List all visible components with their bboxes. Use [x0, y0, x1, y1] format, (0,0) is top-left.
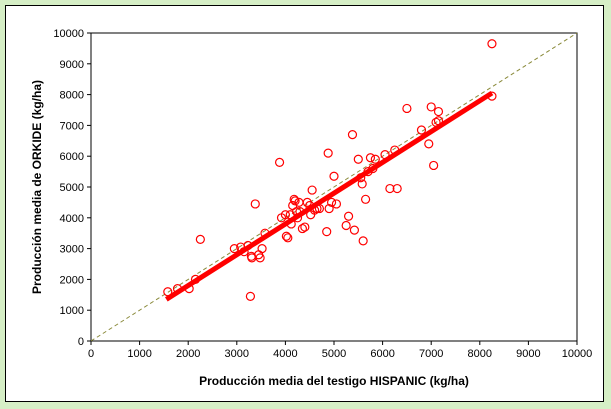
- x-tick-label: 4000: [273, 348, 297, 360]
- x-tick-label: 1000: [127, 348, 151, 360]
- regression-line: [164, 90, 494, 302]
- y-tick-label: 7000: [60, 120, 84, 132]
- data-point: [324, 203, 334, 214]
- data-point: [290, 196, 300, 206]
- data-point: [195, 234, 205, 244]
- data-point: [365, 153, 376, 163]
- data-point: [380, 150, 390, 160]
- y-tick-label: 3000: [60, 244, 84, 256]
- data-point: [281, 231, 291, 241]
- data-point: [487, 39, 497, 49]
- y-tick-label: 5000: [60, 182, 84, 194]
- data-point: [368, 163, 378, 174]
- data-point: [184, 284, 194, 294]
- x-tick-label: 9000: [516, 348, 540, 360]
- x-tick-label: 2000: [176, 348, 200, 360]
- data-point: [402, 103, 412, 114]
- x-tick-label: 8000: [468, 348, 492, 360]
- data-point: [424, 139, 434, 149]
- data-point: [357, 179, 367, 189]
- x-tick-label: 3000: [225, 348, 249, 360]
- data-point: [343, 211, 354, 221]
- data-point: [326, 197, 337, 207]
- data-point: [385, 183, 395, 194]
- data-point: [280, 210, 290, 220]
- x-axis-title: Producción media del testigo HISPANIC (k…: [199, 374, 469, 388]
- data-point: [341, 220, 351, 231]
- data-point: [286, 219, 296, 229]
- data-point: [358, 236, 368, 246]
- data-point: [307, 185, 317, 195]
- reference-line: [90, 32, 578, 342]
- data-point: [297, 223, 308, 234]
- data-point: [245, 291, 256, 301]
- data-point: [370, 154, 380, 164]
- data-point: [243, 240, 253, 251]
- x-tick-label: 7000: [419, 348, 443, 360]
- data-point: [312, 203, 322, 214]
- data-point: [392, 183, 402, 194]
- data-point: [257, 244, 267, 254]
- data-point: [431, 117, 441, 127]
- data-point: [302, 197, 312, 207]
- data-point: [163, 287, 173, 297]
- data-point: [433, 106, 444, 117]
- data-point: [295, 207, 305, 217]
- data-point: [291, 207, 302, 217]
- x-tick-label: 6000: [370, 348, 394, 360]
- data-point: [255, 253, 265, 263]
- data-point: [360, 194, 371, 204]
- data-point: [300, 222, 310, 232]
- y-tick-label: 6000: [60, 151, 84, 163]
- data-point: [487, 91, 497, 101]
- data-point: [429, 160, 439, 171]
- data-point: [363, 167, 373, 177]
- y-tick-label: 4000: [60, 213, 84, 225]
- data-point: [390, 145, 400, 155]
- data-point: [323, 148, 333, 158]
- data-point: [426, 102, 436, 112]
- data-point: [289, 194, 299, 204]
- data-point: [349, 225, 360, 235]
- data-point: [250, 199, 260, 209]
- data-point: [314, 203, 325, 214]
- x-tick-label: 0: [88, 348, 94, 360]
- y-tick-label: 8000: [60, 90, 84, 102]
- data-point: [309, 205, 320, 215]
- data-point: [229, 244, 239, 254]
- y-tick-label: 9000: [60, 59, 84, 71]
- y-tick-label: 0: [78, 336, 84, 348]
- data-point: [433, 116, 444, 126]
- data-point: [356, 173, 366, 183]
- data-point: [353, 154, 363, 164]
- data-point: [274, 157, 285, 167]
- y-tick-label: 1000: [60, 305, 84, 317]
- data-point: [292, 213, 303, 223]
- data-point: [172, 284, 183, 294]
- data-point: [416, 125, 427, 135]
- x-tick-label: 10000: [562, 348, 593, 360]
- x-tick-label: 5000: [322, 348, 346, 360]
- y-tick-label: 2000: [60, 274, 84, 286]
- data-point: [331, 199, 342, 209]
- y-axis-title: Producción media de ORKIDE (kg/ha): [30, 80, 44, 294]
- data-point: [190, 274, 201, 284]
- data-point: [260, 228, 270, 238]
- data-point: [322, 227, 332, 237]
- data-point: [329, 171, 339, 181]
- data-point: [347, 130, 358, 140]
- y-tick-label: 10000: [53, 28, 84, 40]
- data-point: [283, 233, 293, 243]
